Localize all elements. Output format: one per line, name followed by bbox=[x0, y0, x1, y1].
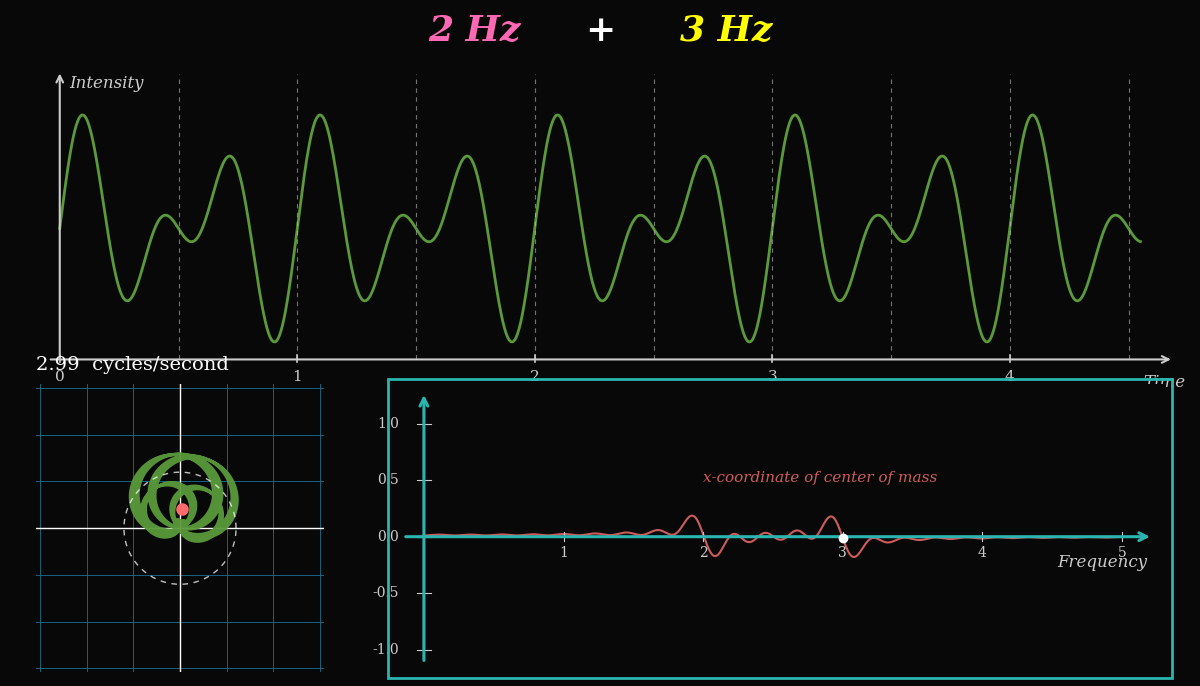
Text: 1: 1 bbox=[559, 546, 568, 560]
Text: Frequency: Frequency bbox=[1057, 554, 1147, 571]
Text: +: + bbox=[584, 14, 616, 48]
Text: 2.99  cycles/second: 2.99 cycles/second bbox=[36, 356, 229, 374]
Text: -1.0: -1.0 bbox=[372, 643, 398, 657]
Text: 1.0: 1.0 bbox=[377, 416, 398, 431]
Text: 3: 3 bbox=[839, 546, 847, 560]
Text: Time: Time bbox=[1144, 375, 1186, 391]
Text: 2 Hz: 2 Hz bbox=[428, 14, 520, 48]
Text: x-coordinate of center of mass: x-coordinate of center of mass bbox=[703, 471, 937, 485]
Text: 4: 4 bbox=[1004, 370, 1015, 384]
Text: Intensity: Intensity bbox=[70, 75, 144, 92]
Text: 2: 2 bbox=[698, 546, 708, 560]
Text: 4: 4 bbox=[978, 546, 986, 560]
Text: 5: 5 bbox=[1117, 546, 1127, 560]
Text: 1: 1 bbox=[293, 370, 302, 384]
Text: 0: 0 bbox=[55, 370, 65, 384]
Text: 3: 3 bbox=[768, 370, 778, 384]
Text: 3 Hz: 3 Hz bbox=[680, 14, 772, 48]
Text: 0.0: 0.0 bbox=[377, 530, 398, 544]
Text: 2: 2 bbox=[530, 370, 540, 384]
Text: 0.5: 0.5 bbox=[377, 473, 398, 487]
Text: -0.5: -0.5 bbox=[372, 587, 398, 600]
